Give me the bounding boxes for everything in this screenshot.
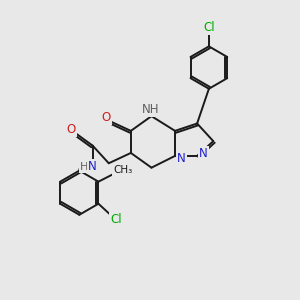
Text: N: N [199,147,208,160]
Text: H: H [80,162,88,172]
Text: O: O [102,111,111,124]
Text: N: N [88,160,96,173]
Text: Cl: Cl [203,21,215,34]
Text: NH: NH [142,103,159,116]
Text: N: N [177,152,186,165]
Text: O: O [67,123,76,136]
Text: Cl: Cl [110,213,122,226]
Text: CH₃: CH₃ [113,166,133,176]
